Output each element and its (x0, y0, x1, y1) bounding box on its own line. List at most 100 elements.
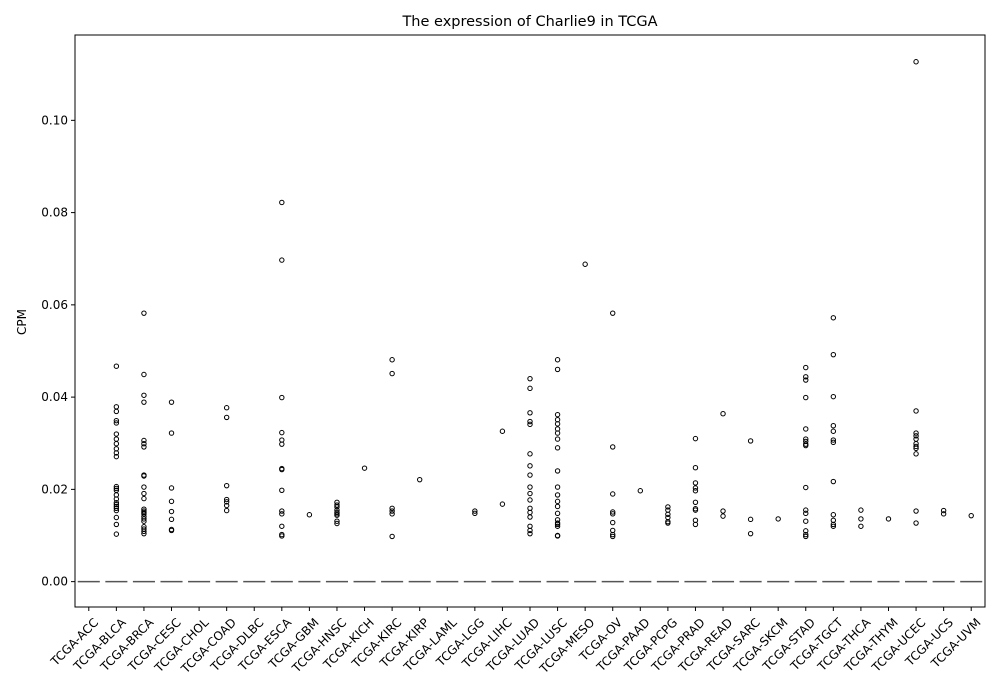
outlier-point (940, 511, 947, 517)
outlier-point (168, 498, 175, 505)
outlier-point (113, 453, 120, 460)
outlier-point (830, 315, 837, 321)
outlier-point (554, 484, 561, 490)
outlier-point (803, 531, 809, 538)
outlier-point (610, 491, 616, 497)
outlier-point (527, 410, 533, 416)
outlier-point (141, 473, 147, 479)
outlier-point (499, 428, 506, 434)
outlier-point (141, 484, 147, 490)
plot-area: 0.000.020.040.060.080.10TCGA-ACCTCGA-BLC… (41, 59, 984, 677)
outlier-point (113, 417, 120, 424)
outlier-point (554, 445, 561, 451)
outlier-point (113, 404, 120, 410)
outlier-point (610, 310, 616, 316)
outlier-point (334, 512, 340, 518)
outlier-point (223, 414, 230, 421)
outlier-point (168, 430, 175, 436)
outlier-point (692, 507, 699, 513)
outlier-point (113, 514, 120, 521)
outlier-point (472, 508, 478, 514)
outlier-point (858, 507, 864, 513)
outlier-point (554, 357, 561, 363)
outlier-point (665, 511, 671, 517)
outlier-point (168, 485, 175, 491)
outlier-point (279, 429, 285, 436)
outlier-point (830, 439, 837, 446)
outlier-point (527, 514, 533, 520)
outlier-point (389, 533, 395, 540)
outlier-point (334, 502, 340, 508)
y-tick-label: 0.08 (41, 206, 68, 220)
outlier-point (720, 508, 726, 514)
outlier-point (141, 528, 147, 535)
outlier-point (113, 496, 120, 502)
outlier-point (527, 385, 533, 392)
outlier-point (113, 521, 120, 528)
outlier-point (803, 374, 809, 380)
outlier-point (913, 508, 919, 514)
outlier-point (141, 310, 147, 316)
outlier-point (858, 523, 864, 529)
outlier-point (527, 484, 533, 490)
outlier-point (141, 392, 147, 398)
outlier-point (113, 505, 120, 511)
outlier-point (830, 523, 837, 529)
outlier-point (803, 377, 809, 383)
outlier-point (554, 421, 561, 427)
outlier-point (554, 411, 561, 418)
outlier-point (141, 511, 147, 517)
outlier-point (389, 511, 395, 517)
outlier-point (223, 499, 230, 505)
outlier-point (940, 507, 947, 514)
outlier-point (168, 508, 175, 515)
outlier-point (279, 523, 285, 529)
outlier-point (610, 509, 616, 515)
plot-frame (74, 34, 986, 608)
outlier-point (554, 492, 561, 498)
outlier-point (279, 533, 285, 539)
outlier-point (913, 408, 919, 414)
outlier-point (527, 472, 533, 478)
outlier-point (527, 418, 533, 425)
outlier-point (223, 502, 230, 509)
outlier-point (499, 501, 506, 507)
outlier-point (527, 463, 533, 469)
outlier-point (113, 363, 120, 369)
outlier-point (361, 465, 368, 471)
outlier-point (113, 431, 120, 437)
outlier-point (830, 423, 837, 429)
y-axis-label: CPM (15, 309, 29, 335)
outlier-point (803, 507, 809, 513)
outlier-point (113, 507, 120, 514)
outlier-point (389, 508, 395, 514)
outlier-point (279, 511, 285, 517)
outlier-point (168, 527, 175, 534)
outlier-point (803, 484, 809, 491)
outlier-point (830, 521, 837, 528)
y-tick-label: 0.06 (41, 298, 68, 312)
chart-title: The expression of Charlie9 in TCGA (401, 14, 657, 30)
outlier-point (554, 521, 561, 528)
outlier-point (775, 516, 781, 522)
outlier-point (416, 476, 423, 483)
outlier-point (168, 516, 175, 523)
outlier-point (113, 441, 120, 447)
outlier-point (803, 436, 809, 442)
outlier-point (610, 533, 616, 540)
outlier-point (830, 393, 837, 400)
outlier-point (692, 435, 699, 442)
outlier-point (334, 520, 340, 527)
outlier-point (113, 531, 120, 537)
outlier-point (913, 433, 919, 439)
outlier-point (113, 420, 120, 426)
outlier-point (279, 466, 285, 473)
outlier-point (803, 394, 809, 401)
outlier-point (389, 370, 395, 377)
outlier-point (527, 527, 533, 534)
outlier-point (747, 438, 754, 444)
outlier-point (527, 421, 533, 428)
outlier-point (692, 480, 699, 486)
outlier-point (913, 445, 919, 452)
outlier-point (223, 496, 230, 503)
